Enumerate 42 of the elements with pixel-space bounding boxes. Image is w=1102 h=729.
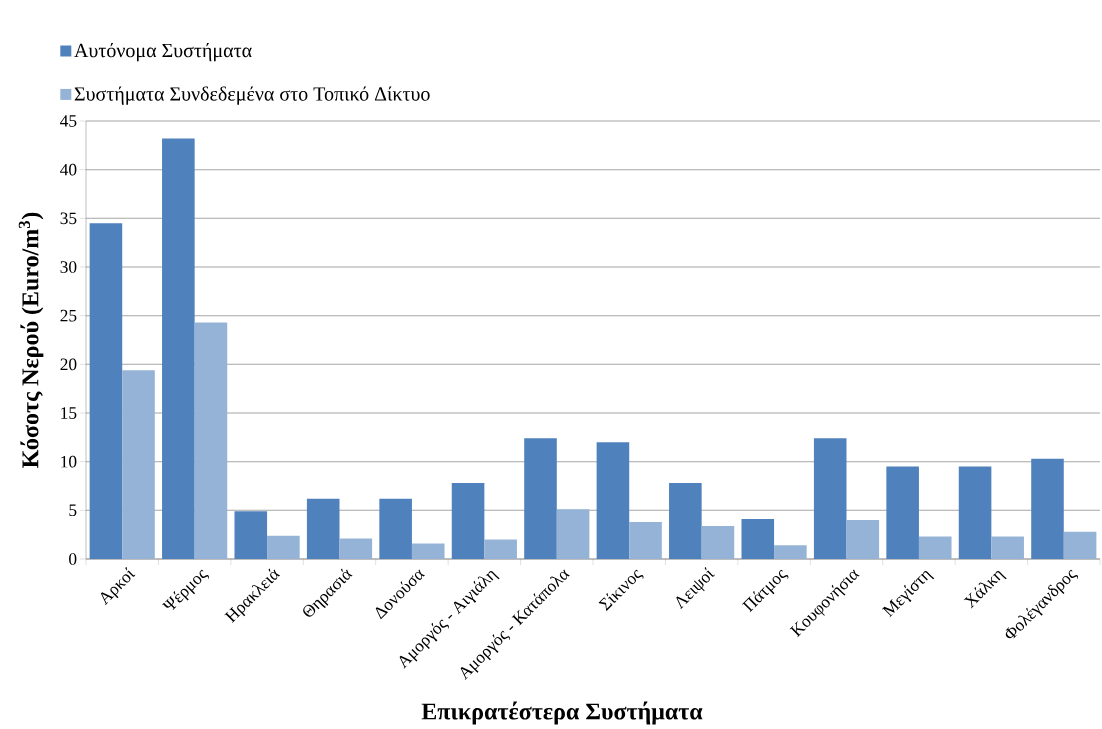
bar	[1063, 531, 1097, 559]
bar	[846, 520, 880, 559]
bar	[122, 370, 155, 559]
bar	[89, 223, 123, 559]
y-tick-label: 20	[60, 358, 77, 371]
bar	[306, 498, 340, 559]
bar	[162, 138, 195, 559]
bar	[1031, 458, 1064, 559]
y-tick-label: 0	[69, 553, 77, 565]
bar	[669, 483, 702, 559]
bar	[451, 483, 485, 559]
bar	[958, 466, 992, 559]
bar	[267, 535, 300, 559]
y-tick-label: 45	[60, 115, 77, 127]
bar	[991, 536, 1024, 559]
bar	[629, 522, 662, 559]
bar	[596, 442, 630, 559]
bar	[741, 519, 775, 559]
y-tick-label: 30	[60, 261, 77, 273]
bar	[918, 536, 952, 559]
legend-label: Αυτόνομα Συστήματα	[74, 42, 252, 62]
y-tick-label: 15	[61, 407, 77, 419]
bar	[524, 438, 557, 559]
y-tick-label: 5	[69, 504, 77, 517]
bar	[774, 545, 807, 559]
bar	[556, 509, 590, 559]
bar	[484, 539, 517, 559]
y-tick-label: 40	[60, 163, 77, 176]
bar	[234, 511, 268, 559]
y-tick-label: 10	[61, 455, 77, 468]
y-tick-label: 25	[60, 309, 77, 322]
y-tick-label: 35	[60, 212, 77, 225]
bar	[411, 543, 445, 559]
y-axis-title: Κόσοτς Νερού (Euro/m$^{3}$)	[18, 212, 44, 468]
legend-label: Συστήματα Συνδεδεμένα στο Τοπικό Δίκτυο	[74, 86, 430, 105]
bar	[194, 322, 228, 559]
bar	[339, 538, 373, 559]
bar	[701, 525, 735, 559]
bar	[886, 466, 919, 559]
x-axis-title: Επικρατέστερα Συστήματα	[421, 701, 703, 725]
bar	[379, 498, 412, 559]
bar	[813, 438, 847, 559]
